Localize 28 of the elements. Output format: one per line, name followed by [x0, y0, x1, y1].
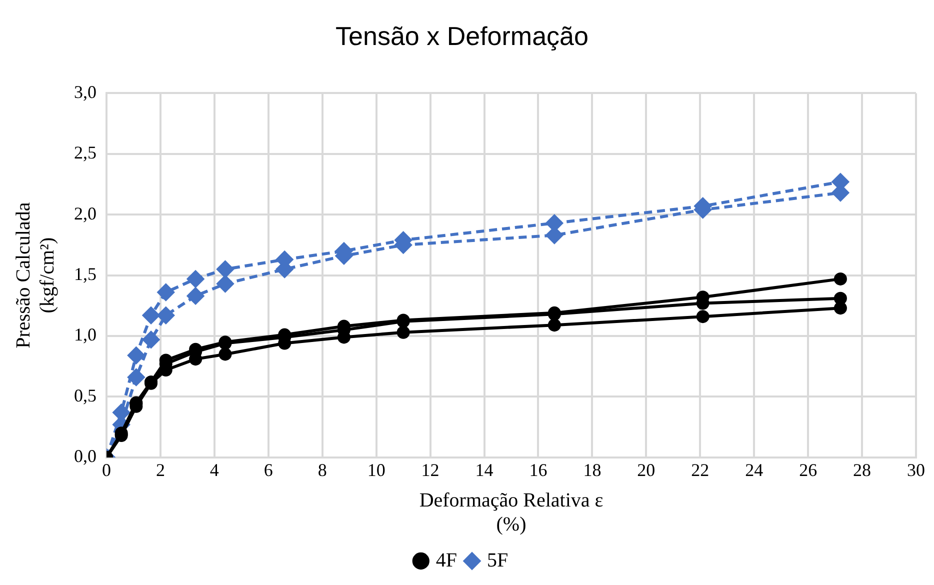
- x-tick-label: 24: [745, 460, 764, 480]
- x-tick-label: 16: [529, 460, 548, 480]
- chart-title: Tensão x Deformação: [336, 20, 588, 51]
- x-tick-label: 30: [907, 460, 925, 480]
- x-tick-label: 22: [691, 460, 710, 480]
- y-tick-label: 3,0: [74, 82, 96, 102]
- x-tick-label: 8: [318, 460, 327, 480]
- y-axis-title: Pressão Calculada (kgf/cm²): [12, 202, 58, 348]
- legend-label: 5F: [487, 549, 508, 572]
- y-tick-label: 2,5: [74, 142, 96, 163]
- y-tick-label: 1,5: [74, 264, 96, 284]
- y-tick-label: 0,5: [74, 385, 96, 406]
- x-tick-label: 14: [475, 460, 494, 480]
- x-tick-label: 12: [421, 460, 440, 480]
- y-tick-label: 0,0: [74, 446, 96, 466]
- x-tick-label: 2: [156, 460, 165, 480]
- legend-label: 4F: [436, 549, 457, 572]
- x-tick-label: 18: [583, 460, 602, 480]
- x-tick-label: 28: [853, 460, 872, 480]
- x-axis-title: Deformação Relativa ε (%): [419, 489, 604, 536]
- x-tick-label: 4: [210, 460, 219, 480]
- x-tick-label: 10: [367, 460, 386, 480]
- x-tick-label: 6: [264, 460, 273, 480]
- x-tick-label: 0: [102, 460, 111, 480]
- y-tick-label: 2,0: [74, 203, 96, 224]
- y-tick-label: 1,0: [74, 324, 96, 345]
- x-tick-label: 26: [799, 460, 818, 480]
- x-tick-label: 20: [637, 460, 656, 480]
